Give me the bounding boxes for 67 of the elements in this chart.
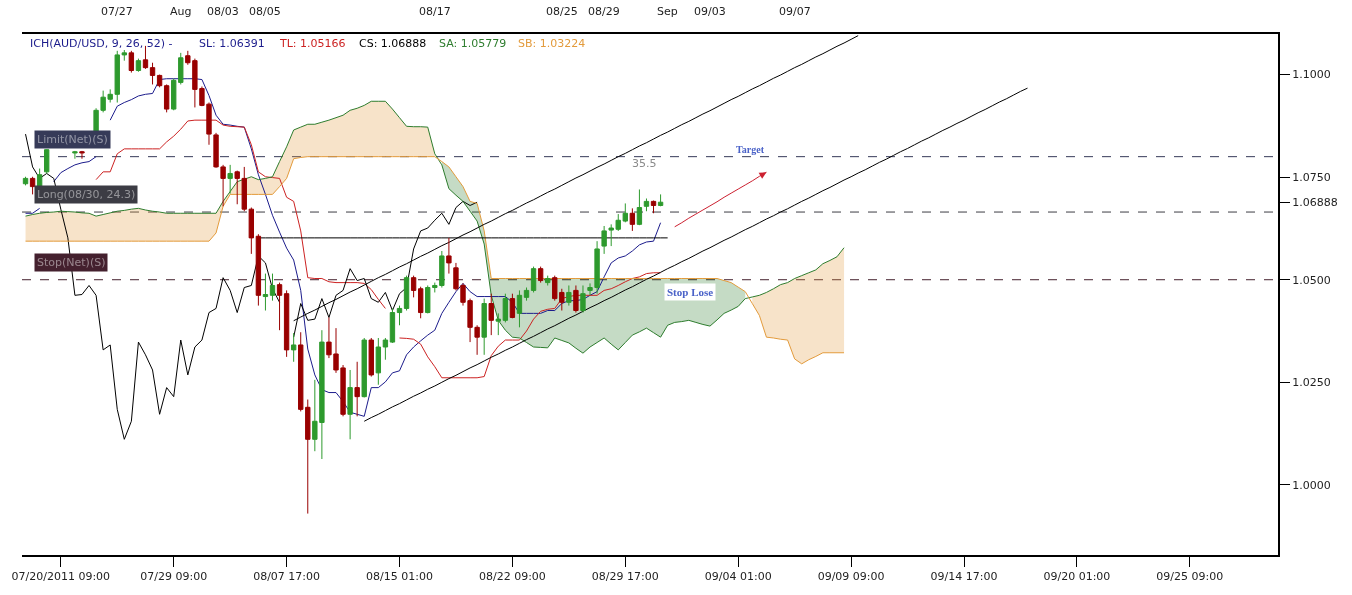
x-tick-label: 09/25 09:00 bbox=[1156, 570, 1224, 584]
candlestick bbox=[72, 150, 78, 160]
text: SB: 1.03224 bbox=[518, 37, 586, 50]
annotation: Stop Lose bbox=[667, 286, 714, 298]
y-tick-label: 1.1000 bbox=[1292, 68, 1331, 82]
y-tick-label: 1.0250 bbox=[1292, 376, 1331, 390]
chart-title: ICH(AUD/USD, 9, 26, 52) - bbox=[30, 37, 173, 50]
annotation: Target bbox=[736, 144, 765, 155]
y-tick-label: 1.0750 bbox=[1292, 171, 1331, 185]
x-tick-label: 07/29 09:00 bbox=[140, 570, 208, 584]
x-tick-label: 09/20 01:00 bbox=[1043, 570, 1111, 584]
x-tick-label: 08/29 17:00 bbox=[591, 570, 659, 584]
candlestick bbox=[227, 164, 233, 195]
candlestick bbox=[488, 293, 494, 336]
candlestick bbox=[502, 293, 509, 323]
text: SA: 1.05779 bbox=[439, 37, 507, 50]
line-series bbox=[674, 171, 767, 228]
text: SL: 1.06391 bbox=[199, 37, 265, 50]
text: TL: 1.05166 bbox=[279, 37, 346, 50]
text: 08/17 bbox=[419, 5, 451, 18]
x-tick-label: 08/15 01:00 bbox=[366, 570, 433, 584]
text: 09/03 bbox=[694, 5, 726, 18]
candlestick bbox=[530, 266, 537, 293]
candlestick bbox=[410, 275, 417, 298]
candlestick bbox=[396, 305, 403, 326]
line-series bbox=[25, 156, 845, 365]
candlestick bbox=[403, 275, 410, 311]
text: 08/29 bbox=[588, 5, 620, 18]
candlestick bbox=[566, 284, 572, 307]
candlestick bbox=[276, 282, 283, 331]
candlestick bbox=[354, 361, 360, 417]
text: Sep bbox=[657, 5, 678, 18]
x-tick-label: 08/07 17:00 bbox=[253, 570, 321, 584]
y-tick-label: 1.0500 bbox=[1292, 273, 1331, 287]
x-tick-label: 09/09 09:00 bbox=[817, 570, 885, 584]
ref-line-label: Stop(Net)(S) bbox=[37, 256, 106, 269]
ref-line-label: Long(08/30, 24.3) bbox=[37, 188, 136, 201]
text: 08/25 bbox=[546, 5, 578, 18]
text: 09/07 bbox=[779, 5, 811, 18]
x-tick-label: 09/14 17:00 bbox=[930, 570, 998, 584]
x-tick-label: 07/20/2011 09:00 bbox=[11, 570, 111, 584]
ref-line-label: Limit(Net)(S) bbox=[37, 133, 108, 146]
candlestick bbox=[601, 225, 607, 255]
candlestick bbox=[262, 273, 269, 311]
candlestick bbox=[446, 237, 452, 275]
y-tick-label: 1.0000 bbox=[1292, 478, 1331, 492]
candlestick bbox=[636, 188, 643, 226]
candlestick bbox=[44, 149, 50, 174]
candlestick bbox=[573, 284, 579, 314]
text: 07/27 bbox=[101, 5, 133, 18]
candlestick bbox=[79, 150, 85, 160]
annotation: 35.5 bbox=[632, 157, 657, 170]
x-tick-label: 09/04 01:00 bbox=[704, 570, 772, 584]
candlestick bbox=[347, 369, 353, 440]
candlestick bbox=[93, 107, 99, 132]
candlestick bbox=[417, 286, 424, 319]
text: 08/05 bbox=[249, 5, 281, 18]
candlestick bbox=[149, 62, 156, 85]
text: 08/03 bbox=[207, 5, 239, 18]
candlestick bbox=[509, 293, 516, 319]
candlestick bbox=[580, 284, 586, 314]
x-tick-label: 08/22 09:00 bbox=[478, 570, 546, 584]
line-series bbox=[363, 87, 1029, 422]
text: Aug bbox=[170, 5, 192, 18]
y-tick-label: 1.06888 bbox=[1292, 196, 1338, 210]
candlestick bbox=[439, 250, 445, 289]
text: CS: 1.06888 bbox=[359, 37, 427, 50]
